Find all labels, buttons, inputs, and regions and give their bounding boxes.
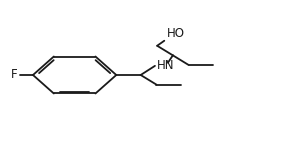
Text: F: F: [10, 69, 17, 81]
Text: HN: HN: [157, 59, 175, 72]
Text: HO: HO: [167, 27, 185, 40]
